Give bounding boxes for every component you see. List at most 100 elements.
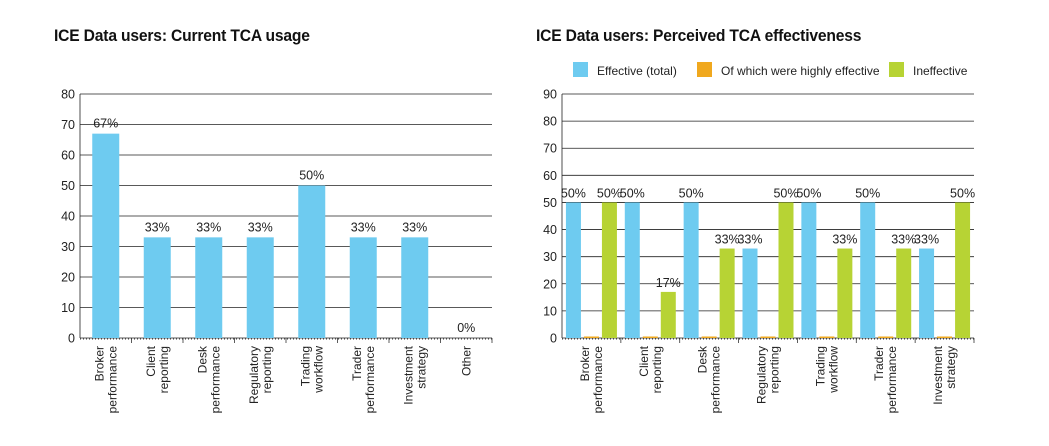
y-tick-label: 40 <box>543 223 557 237</box>
data-label: 33% <box>196 220 221 234</box>
data-label: 33% <box>832 233 857 247</box>
data-label: 50% <box>679 186 704 200</box>
bar-ineffective <box>601 202 617 338</box>
bar-zero-marker <box>878 336 894 338</box>
data-label: 50% <box>620 186 645 200</box>
bar-value <box>92 133 120 338</box>
category-label: Other <box>459 346 473 376</box>
data-label: 50% <box>950 186 975 200</box>
category-label: reporting <box>768 346 782 393</box>
data-label: 50% <box>855 186 880 200</box>
category-label: Trader <box>872 346 886 381</box>
y-tick-label: 50 <box>61 179 75 193</box>
bar-value <box>195 237 223 338</box>
bar-effective-total- <box>683 202 699 338</box>
data-label: 50% <box>299 169 324 183</box>
category-label: Regulatory <box>247 346 261 404</box>
category-label: Desk <box>195 345 209 373</box>
bar-ineffective <box>837 248 853 338</box>
data-label: 33% <box>402 220 427 234</box>
bar-zero-marker <box>819 336 835 338</box>
bar-value <box>246 237 274 338</box>
legend-swatch <box>697 62 712 77</box>
bar-ineffective <box>778 202 794 338</box>
y-tick-label: 80 <box>61 88 75 102</box>
category-label: workflow <box>826 346 840 394</box>
y-tick-label: 10 <box>61 301 75 315</box>
y-tick-label: 30 <box>543 250 557 264</box>
data-label: 50% <box>561 186 586 200</box>
y-tick-label: 50 <box>543 196 557 210</box>
bar-zero-marker <box>642 336 658 338</box>
category-label: Investment <box>931 345 945 404</box>
data-label: 50% <box>597 186 622 200</box>
y-tick-label: 70 <box>543 142 557 156</box>
legend-swatch <box>889 62 904 77</box>
y-tick-label: 10 <box>543 304 557 318</box>
y-tick-label: 90 <box>543 88 557 102</box>
category-label: performance <box>885 346 899 414</box>
data-label: 33% <box>914 233 939 247</box>
data-label: 33% <box>145 220 170 234</box>
category-label: Client <box>637 345 651 376</box>
legend-label: Effective (total) <box>597 64 677 78</box>
bar-effective-total- <box>742 248 758 338</box>
bar-ineffective <box>719 248 735 338</box>
bar-effective-total- <box>801 202 817 338</box>
category-label: performance <box>363 346 377 414</box>
category-label: performance <box>208 346 222 414</box>
category-label: Desk <box>696 345 710 373</box>
y-tick-label: 40 <box>61 210 75 224</box>
category-label: performance <box>709 346 723 414</box>
category-label: Client <box>144 345 158 376</box>
y-tick-label: 0 <box>550 332 557 346</box>
category-label: strategy <box>944 346 958 389</box>
legend: Effective (total) Of which were highly ef… <box>573 62 968 78</box>
y-tick-label: 0 <box>68 332 75 346</box>
bar-value <box>401 237 429 338</box>
bar-effective-total- <box>860 202 876 338</box>
bar-effective-total- <box>624 202 640 338</box>
category-label: Broker <box>578 346 592 381</box>
data-label: 50% <box>796 186 821 200</box>
bar-value <box>143 237 171 338</box>
category-label: performance <box>105 346 119 414</box>
bar-ineffective <box>896 248 912 338</box>
bar-zero-marker <box>760 336 776 338</box>
bar-ineffective <box>660 291 676 338</box>
data-label: 33% <box>715 233 740 247</box>
category-label: Trader <box>350 346 364 381</box>
bar-ineffective <box>955 202 971 338</box>
bar-value <box>349 237 377 338</box>
bar-zero-marker <box>583 336 599 338</box>
category-label: Investment <box>401 345 415 404</box>
category-label: reporting <box>157 346 171 393</box>
chart-title-effectiveness: ICE Data users: Perceived TCA effectiven… <box>536 26 862 45</box>
bar-effective-total- <box>565 202 581 338</box>
category-label: Regulatory <box>755 346 769 404</box>
y-tick-label: 60 <box>543 169 557 183</box>
legend-swatch <box>573 62 588 77</box>
bar-effective-total- <box>919 248 935 338</box>
category-label: performance <box>591 346 605 414</box>
bar-value <box>298 185 326 338</box>
category-label: strategy <box>414 346 428 389</box>
y-tick-label: 70 <box>61 118 75 132</box>
data-label: 33% <box>351 220 376 234</box>
data-label: 33% <box>248 220 273 234</box>
bar-zero-marker <box>937 336 953 338</box>
legend-label: Of which were highly effective <box>721 64 880 78</box>
category-label: reporting <box>650 346 664 393</box>
data-label: 33% <box>891 233 916 247</box>
category-label: Trading <box>298 346 312 386</box>
bar-zero-marker <box>701 336 717 338</box>
category-label: reporting <box>260 346 274 393</box>
y-tick-label: 20 <box>543 277 557 291</box>
data-label: 0% <box>457 321 475 335</box>
y-tick-label: 80 <box>543 115 557 129</box>
data-label: 67% <box>93 117 118 131</box>
category-label: Trading <box>813 346 827 386</box>
